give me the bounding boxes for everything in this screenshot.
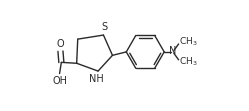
Text: CH$_3$: CH$_3$ [179, 36, 198, 48]
Text: CH$_3$: CH$_3$ [179, 56, 198, 68]
Text: OH: OH [52, 76, 67, 86]
Text: N: N [169, 46, 177, 56]
Text: O: O [57, 39, 64, 49]
Text: NH: NH [89, 74, 103, 84]
Text: S: S [101, 22, 107, 32]
